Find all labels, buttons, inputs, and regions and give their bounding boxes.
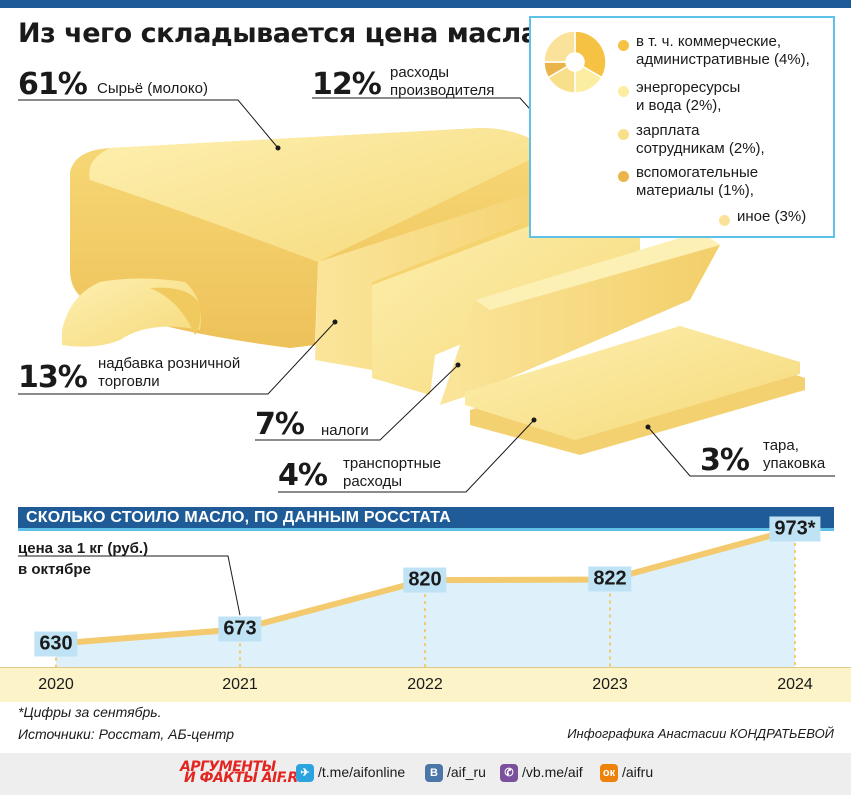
leader-milk (18, 99, 279, 149)
legend-item-3: зарплата сотрудникам (2%), (636, 122, 765, 157)
share-transport-pct: 4% (278, 458, 328, 493)
year-label-2021: 2021 (222, 676, 258, 693)
credit: Инфографика Анастасии КОНДРАТЬЕВОЙ (567, 726, 834, 741)
legend-dot-5 (719, 215, 730, 226)
value-label-2024: 973* (769, 516, 821, 542)
value-label-2020: 630 (34, 631, 78, 657)
viber-icon[interactable]: ✆ (500, 764, 518, 782)
value-label-2022: 820 (403, 567, 447, 593)
year-label-2023: 2023 (592, 676, 628, 693)
share-producer-pct: 12% (312, 67, 382, 102)
footer-link-1[interactable]: /t.me/aifonline (318, 764, 406, 780)
share-pack-label: тара, упаковка (763, 437, 826, 472)
price-area (56, 529, 795, 667)
pie-slice-1 (574, 30, 607, 79)
pie-slice-5 (543, 30, 576, 63)
year-label-2024: 2024 (777, 676, 813, 693)
leader-transport (278, 419, 535, 493)
share-pack-pct: 3% (700, 443, 750, 478)
share-milk-pct: 61% (18, 67, 88, 102)
footnote: *Цифры за сентябрь. (18, 704, 162, 720)
ok-icon[interactable]: ок (600, 764, 618, 782)
legend-dot-4 (618, 171, 629, 182)
butter-main-top (89, 128, 551, 262)
legend-item-1: в т. ч. коммерческие, административные (4… (636, 33, 810, 68)
year-label-2022: 2022 (407, 676, 443, 693)
legend-item-5: иное (3%) (737, 208, 807, 225)
footer-link-3[interactable]: /vb.me/aif (522, 764, 583, 780)
year-axis-strip (0, 667, 851, 702)
leader-retail (18, 321, 336, 395)
share-transport-label: транспортные расходы (343, 455, 442, 490)
top-accent-bar (0, 0, 851, 8)
share-tax-pct: 7% (255, 407, 305, 442)
value-label-2021: 673 (218, 616, 262, 642)
butter-flat-slice-top (465, 326, 800, 440)
unit-leader-line (18, 555, 241, 616)
share-milk-label: Сырьё (молоко) (97, 80, 208, 97)
aif-logo[interactable]: АРГУМЕНТЫ И ФАКТЫ AIF.RU (180, 759, 309, 786)
vk-icon[interactable]: В (425, 764, 443, 782)
legend-dot-2 (618, 86, 629, 97)
share-tax-label: налоги (321, 422, 369, 439)
footer-link-2[interactable]: /aif_ru (447, 764, 486, 780)
legend-item-2: энергоресурсы и вода (2%), (636, 79, 741, 114)
share-retail-pct: 13% (18, 360, 88, 395)
footer-link-4[interactable]: /aifru (622, 764, 654, 780)
leader-pack (647, 426, 835, 477)
legend-item-4: вспомогательные материалы (1%), (636, 164, 759, 199)
share-retail-label: надбавка розничной торговли (98, 355, 241, 390)
section-band: СКОЛЬКО СТОИЛО МАСЛО, ПО ДАННЫМ РОССТАТА (18, 507, 834, 531)
telegram-icon[interactable]: ✈ (296, 764, 314, 782)
butter-slice-3 (440, 232, 720, 405)
year-label-2020: 2020 (38, 676, 74, 693)
legend-dot-3 (618, 129, 629, 140)
value-label-2023: 822 (588, 566, 632, 592)
sources: Источники: Росстат, АБ-центр (18, 726, 235, 742)
share-producer-label: расходы производителя (390, 64, 495, 99)
leader-tax (255, 364, 459, 441)
legend-dot-1 (618, 40, 629, 51)
price-unit-label: цена за 1 кг (руб.) в октябре (18, 540, 149, 578)
section-title: СКОЛЬКО СТОИЛО МАСЛО, ПО ДАННЫМ РОССТАТА (26, 509, 451, 526)
infographic-title: Из чего складывается цена масла (18, 18, 539, 49)
